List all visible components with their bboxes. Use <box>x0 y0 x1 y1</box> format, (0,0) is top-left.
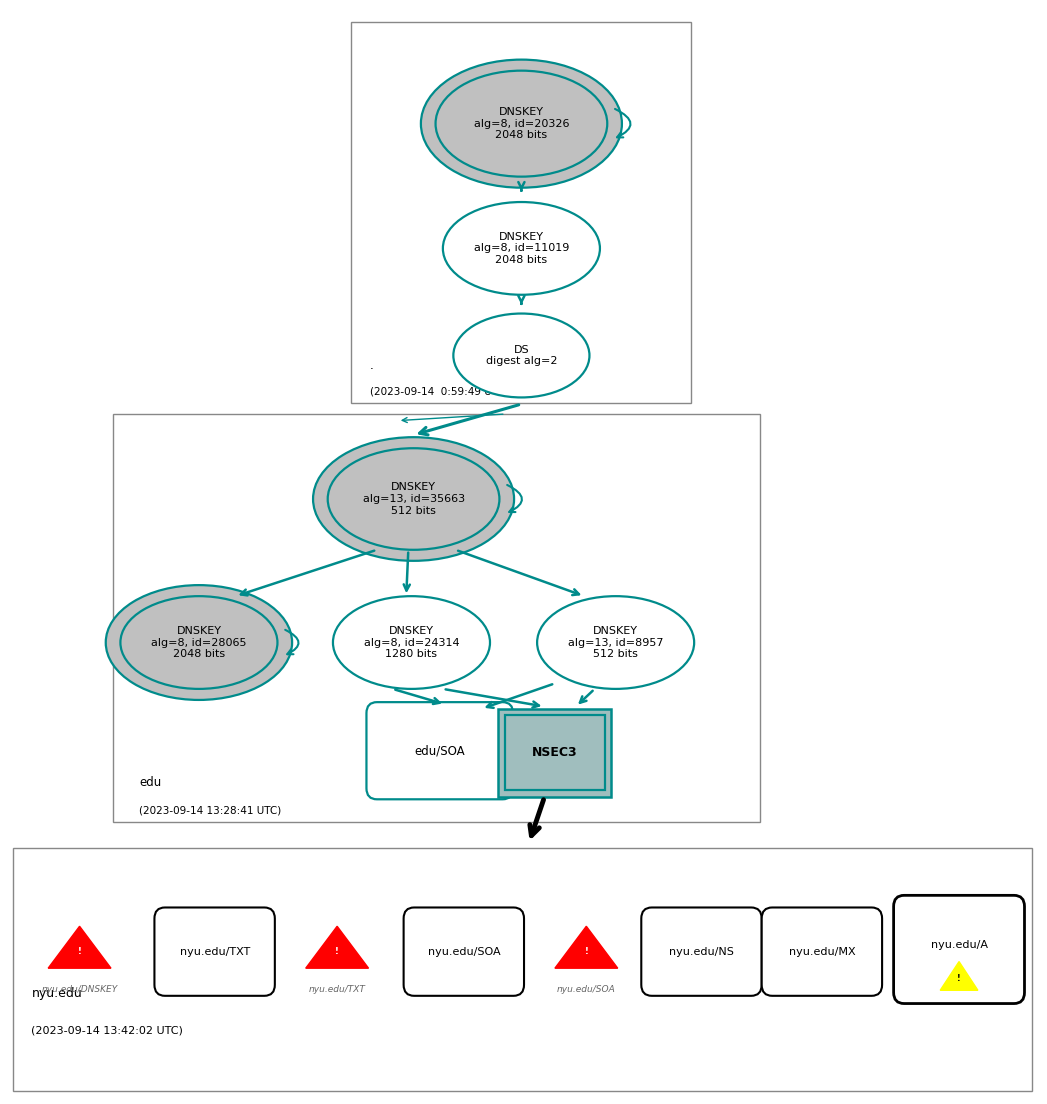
FancyBboxPatch shape <box>154 907 274 996</box>
FancyBboxPatch shape <box>113 414 760 822</box>
Text: DNSKEY
alg=8, id=20326
2048 bits: DNSKEY alg=8, id=20326 2048 bits <box>473 107 570 140</box>
Text: edu: edu <box>139 776 161 789</box>
Text: DNSKEY
alg=8, id=24314
1280 bits: DNSKEY alg=8, id=24314 1280 bits <box>363 626 460 659</box>
Text: nyu.edu/A: nyu.edu/A <box>931 940 987 951</box>
Text: !: ! <box>957 974 961 983</box>
Polygon shape <box>940 962 978 990</box>
Text: DNSKEY
alg=13, id=8957
512 bits: DNSKEY alg=13, id=8957 512 bits <box>567 626 664 659</box>
Text: (2023-09-14  0:59:49 UTC): (2023-09-14 0:59:49 UTC) <box>370 386 509 396</box>
Text: (2023-09-14 13:42:02 UTC): (2023-09-14 13:42:02 UTC) <box>31 1026 183 1036</box>
Text: nyu.edu/NS: nyu.edu/NS <box>669 946 734 957</box>
FancyBboxPatch shape <box>366 702 513 799</box>
Ellipse shape <box>436 71 607 177</box>
Polygon shape <box>48 926 111 968</box>
FancyBboxPatch shape <box>761 907 882 996</box>
Polygon shape <box>306 926 369 968</box>
FancyBboxPatch shape <box>498 709 611 797</box>
Text: nyu.edu/SOA: nyu.edu/SOA <box>557 985 616 994</box>
Text: DNSKEY
alg=8, id=11019
2048 bits: DNSKEY alg=8, id=11019 2048 bits <box>473 232 570 265</box>
FancyBboxPatch shape <box>505 715 605 790</box>
Text: nyu.edu: nyu.edu <box>31 987 82 1000</box>
Ellipse shape <box>120 596 277 689</box>
Text: nyu.edu/SOA: nyu.edu/SOA <box>427 946 500 957</box>
FancyBboxPatch shape <box>894 895 1025 1004</box>
FancyArrowPatch shape <box>507 485 522 512</box>
Ellipse shape <box>443 202 600 295</box>
Text: nyu.edu/DNSKEY: nyu.edu/DNSKEY <box>42 985 117 994</box>
Ellipse shape <box>421 60 622 188</box>
Text: DNSKEY
alg=13, id=35663
512 bits: DNSKEY alg=13, id=35663 512 bits <box>362 482 465 516</box>
Text: !: ! <box>584 947 588 956</box>
FancyArrowPatch shape <box>615 109 630 137</box>
Text: DNSKEY
alg=8, id=28065
2048 bits: DNSKEY alg=8, id=28065 2048 bits <box>151 626 247 659</box>
FancyBboxPatch shape <box>351 22 691 403</box>
Ellipse shape <box>333 596 490 689</box>
Polygon shape <box>555 926 618 968</box>
Ellipse shape <box>328 448 499 550</box>
Text: NSEC3: NSEC3 <box>532 746 578 760</box>
Ellipse shape <box>537 596 694 689</box>
Text: nyu.edu/TXT: nyu.edu/TXT <box>309 985 365 994</box>
Text: DS
digest alg=2: DS digest alg=2 <box>486 344 557 367</box>
Text: .: . <box>370 359 374 372</box>
Text: (2023-09-14 13:28:41 UTC): (2023-09-14 13:28:41 UTC) <box>139 806 282 816</box>
Text: edu/SOA: edu/SOA <box>415 744 465 757</box>
Ellipse shape <box>106 585 292 700</box>
Text: !: ! <box>77 947 82 956</box>
Ellipse shape <box>313 437 514 561</box>
FancyBboxPatch shape <box>13 848 1032 1091</box>
Text: nyu.edu/MX: nyu.edu/MX <box>788 946 855 957</box>
FancyBboxPatch shape <box>403 907 524 996</box>
Text: !: ! <box>335 947 339 956</box>
FancyArrowPatch shape <box>285 629 298 655</box>
Text: nyu.edu/TXT: nyu.edu/TXT <box>179 946 250 957</box>
Ellipse shape <box>453 314 589 397</box>
FancyBboxPatch shape <box>641 907 761 996</box>
